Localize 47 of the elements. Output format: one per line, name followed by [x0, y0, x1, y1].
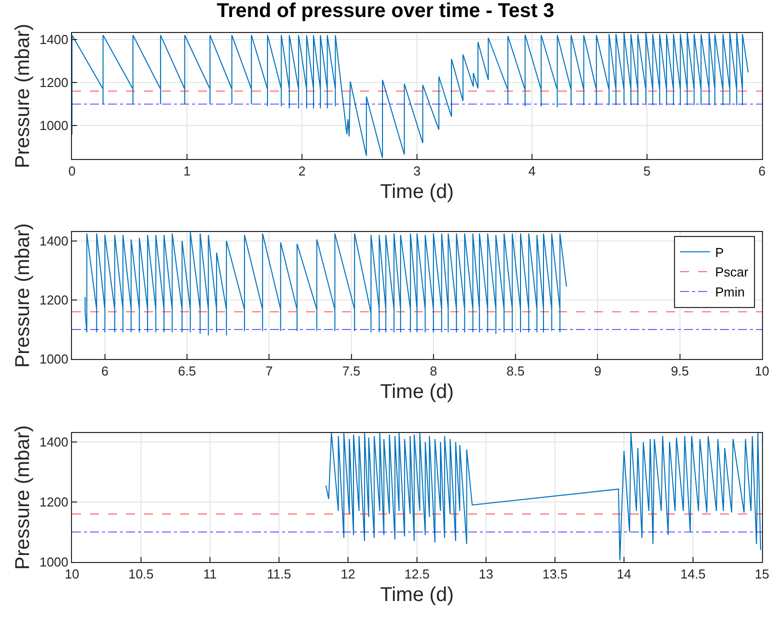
- x-tick-label: 14.5: [680, 566, 706, 582]
- y-tick-label: 1400: [39, 233, 68, 248]
- x-tick-label: 15: [754, 566, 770, 582]
- x-tick-label: 12.5: [404, 566, 430, 582]
- x-tick-label: 11: [203, 566, 217, 582]
- x-tick-label: 6: [758, 164, 766, 179]
- y-axis-title: Pressure (mbar): [12, 223, 34, 368]
- x-tick-label: 12: [340, 566, 356, 582]
- x-tick-label: 7: [266, 364, 273, 379]
- x-axis-title: Time (d): [380, 181, 454, 204]
- y-tick-label: 1400: [39, 434, 68, 450]
- x-tick-label: 8: [430, 364, 438, 379]
- x-tick-label: 5: [643, 164, 651, 179]
- x-tick-label: 2: [298, 164, 306, 179]
- x-tick-label: 1: [183, 164, 191, 179]
- legend-label: P: [715, 244, 724, 260]
- y-tick-label: 1400: [39, 32, 68, 48]
- legend-label: Pscar: [715, 264, 749, 280]
- x-tick-label: 4: [528, 164, 536, 179]
- chart-title: Trend of pressure over time - Test 3: [216, 0, 554, 22]
- line-series: [325, 433, 762, 561]
- line-series: [84, 232, 567, 336]
- x-tick-label: 3: [413, 164, 421, 179]
- x-tick-label: 13: [478, 566, 494, 582]
- line-series: [72, 33, 749, 158]
- x-tick-label: 6.5: [178, 364, 196, 379]
- y-axis-title: Pressure (mbar): [12, 425, 34, 570]
- y-tick-label: 1200: [39, 75, 68, 90]
- x-tick-label: 13.5: [542, 566, 568, 582]
- x-tick-label: 10: [754, 364, 770, 379]
- x-tick-label: 6: [101, 364, 108, 379]
- x-tick-label: 9: [594, 364, 602, 379]
- x-axis-title: Time (d): [380, 584, 454, 606]
- x-tick-label: 7.5: [342, 364, 360, 379]
- x-tick-label: 10.5: [128, 566, 154, 582]
- y-tick-label: 1200: [39, 494, 68, 510]
- y-tick-label: 1000: [39, 118, 68, 134]
- x-tick-label: 8.5: [506, 364, 525, 379]
- x-tick-label: 9.5: [670, 364, 689, 379]
- x-tick-label: 11.5: [266, 566, 292, 582]
- legend-label: Pmin: [715, 284, 745, 300]
- x-axis-title: Time (d): [380, 381, 454, 404]
- y-tick-label: 1200: [39, 292, 68, 308]
- x-tick-label: 14: [616, 566, 632, 582]
- y-tick-label: 1000: [39, 352, 68, 367]
- y-axis-title: Pressure (mbar): [12, 24, 34, 168]
- x-tick-label: 0: [68, 164, 76, 179]
